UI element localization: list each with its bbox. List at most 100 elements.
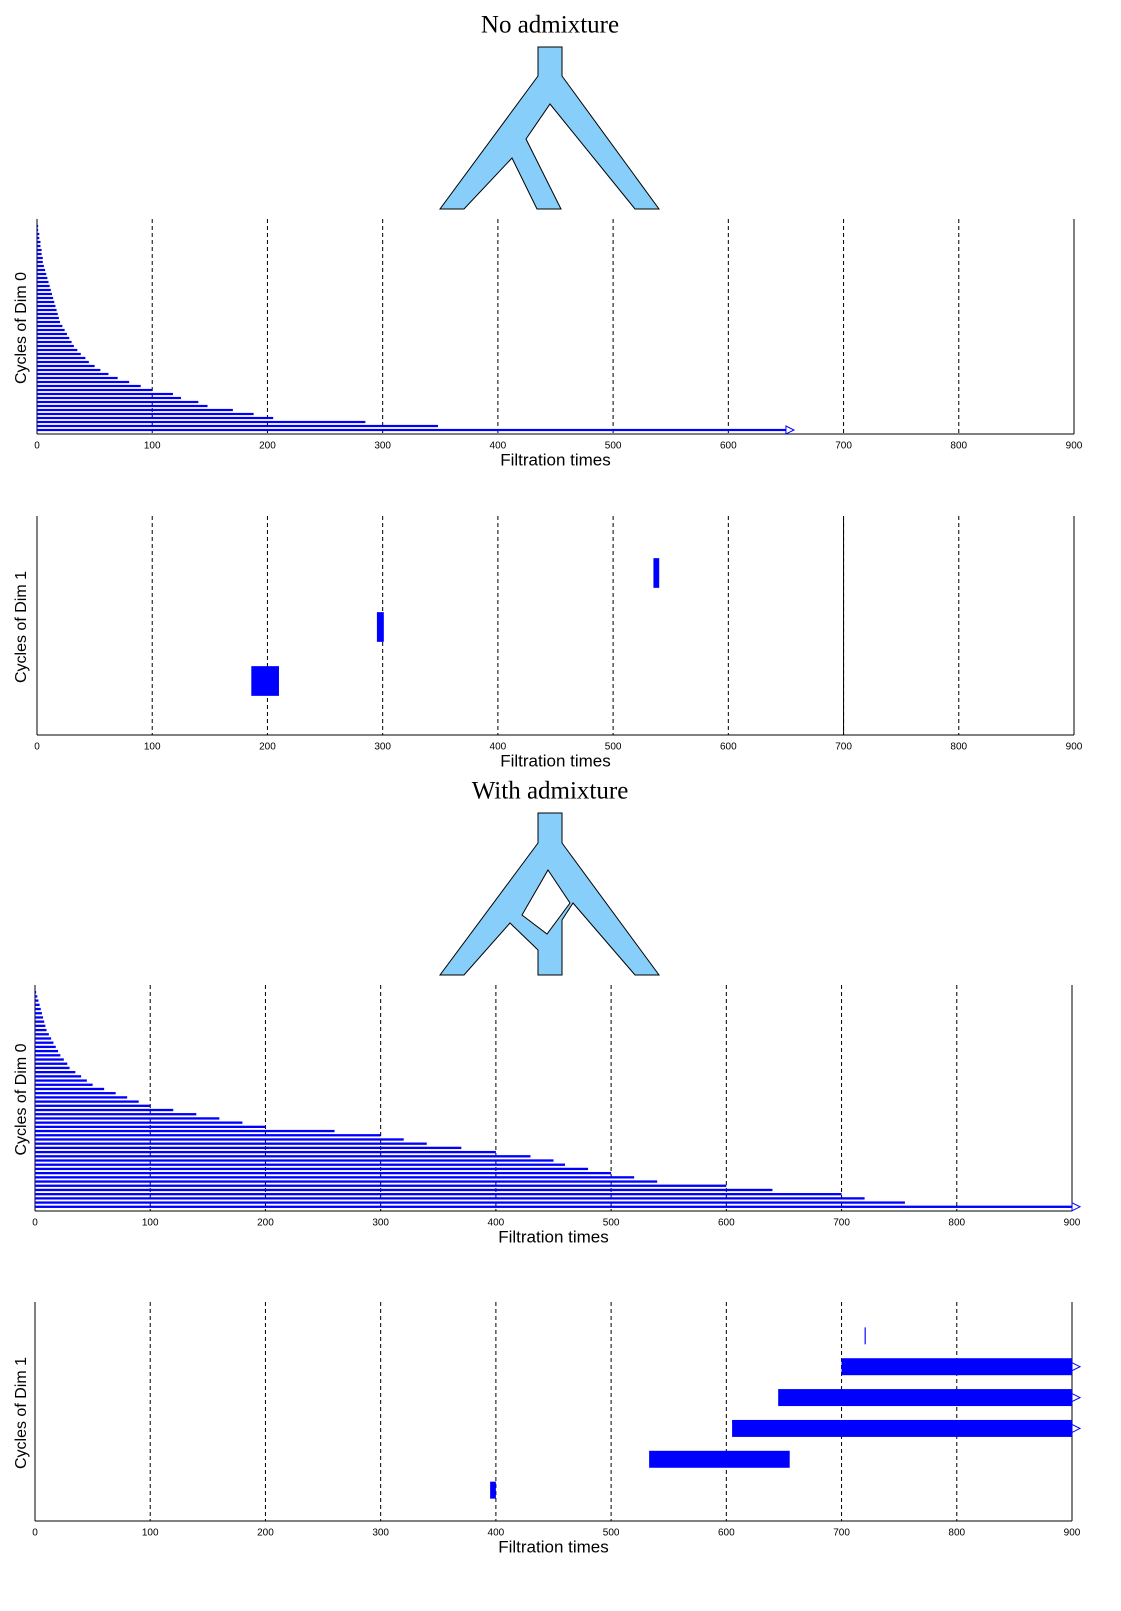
figure: No admixture With admixture 010020030040… bbox=[0, 0, 1121, 1611]
bar bbox=[35, 1058, 64, 1060]
bar bbox=[35, 1054, 60, 1056]
bar bbox=[37, 401, 198, 403]
bar bbox=[37, 281, 49, 283]
bar bbox=[35, 1113, 196, 1115]
bar bbox=[35, 1147, 461, 1149]
x-tick-label: 300 bbox=[372, 1218, 389, 1229]
bar bbox=[35, 1201, 905, 1203]
bar bbox=[37, 393, 173, 395]
bar bbox=[37, 317, 59, 319]
bar bbox=[37, 225, 38, 227]
x-tick-label: 600 bbox=[720, 441, 737, 452]
bar bbox=[35, 1155, 530, 1157]
bar bbox=[35, 1138, 404, 1140]
x-tick-label: 0 bbox=[32, 1528, 38, 1539]
x-tick-label: 300 bbox=[374, 441, 391, 452]
bar bbox=[35, 1063, 67, 1065]
bar bbox=[35, 1185, 726, 1187]
bar bbox=[653, 558, 659, 588]
x-tick-label: 700 bbox=[835, 742, 852, 753]
bar bbox=[37, 405, 208, 407]
y-axis-label: Cycles of Dim 1 bbox=[13, 571, 30, 683]
bar bbox=[842, 1358, 1072, 1375]
bar bbox=[37, 257, 43, 259]
y-axis-label: Cycles of Dim 0 bbox=[13, 1043, 30, 1155]
bar bbox=[37, 377, 118, 379]
bar bbox=[35, 1134, 381, 1136]
x-tick-label: 700 bbox=[833, 1218, 850, 1229]
bar bbox=[35, 1121, 242, 1123]
bar bbox=[37, 389, 152, 391]
bar bbox=[37, 229, 38, 231]
bar bbox=[37, 333, 67, 335]
bar bbox=[37, 381, 129, 383]
bar bbox=[37, 309, 57, 311]
bar bbox=[37, 337, 69, 339]
bar bbox=[37, 417, 273, 419]
bar bbox=[251, 666, 279, 696]
bar bbox=[37, 369, 100, 371]
bar bbox=[35, 995, 37, 997]
bar bbox=[35, 1189, 772, 1191]
x-tick-label: 900 bbox=[1066, 742, 1083, 753]
bar bbox=[37, 253, 42, 255]
bar bbox=[35, 1037, 51, 1039]
x-tick-label: 100 bbox=[144, 441, 161, 452]
bar bbox=[35, 1046, 56, 1048]
x-axis-label: Filtration times bbox=[500, 450, 611, 469]
bar bbox=[37, 429, 786, 431]
bar bbox=[35, 1016, 43, 1018]
x-tick-label: 800 bbox=[948, 1528, 965, 1539]
bar bbox=[37, 329, 65, 331]
bar bbox=[37, 385, 141, 387]
bar bbox=[35, 1008, 41, 1010]
bar bbox=[37, 313, 58, 315]
bar bbox=[37, 361, 89, 363]
x-tick-label: 100 bbox=[142, 1218, 159, 1229]
bar bbox=[37, 353, 81, 355]
bar bbox=[35, 1164, 565, 1166]
bar bbox=[35, 1092, 116, 1094]
bar bbox=[35, 1159, 554, 1161]
bar bbox=[37, 233, 39, 235]
x-tick-label: 200 bbox=[257, 1528, 274, 1539]
bar bbox=[37, 305, 55, 307]
bar bbox=[35, 1096, 127, 1098]
bar bbox=[35, 1084, 93, 1086]
x-tick-label: 700 bbox=[835, 441, 852, 452]
bar bbox=[35, 1042, 53, 1044]
arrow-head bbox=[1072, 1424, 1080, 1432]
bar bbox=[35, 1025, 45, 1027]
bar bbox=[35, 1067, 70, 1069]
bar bbox=[35, 1206, 1072, 1208]
bar bbox=[37, 301, 54, 303]
arrow-head bbox=[1072, 1394, 1080, 1402]
bar bbox=[37, 237, 39, 239]
bar bbox=[35, 1075, 81, 1077]
bar bbox=[35, 1071, 75, 1073]
bar bbox=[35, 1105, 150, 1107]
bar bbox=[35, 1193, 842, 1195]
bar bbox=[37, 277, 47, 279]
bar bbox=[35, 1079, 87, 1081]
bar bbox=[35, 1012, 42, 1014]
x-tick-label: 800 bbox=[950, 742, 967, 753]
bar bbox=[37, 421, 365, 423]
section-title: With admixture bbox=[472, 778, 629, 805]
bar bbox=[37, 341, 72, 343]
x-tick-label: 0 bbox=[32, 1218, 38, 1229]
bar bbox=[35, 991, 36, 993]
bar bbox=[35, 1109, 173, 1111]
bar bbox=[37, 269, 45, 271]
bar bbox=[37, 321, 60, 323]
x-tick-label: 0 bbox=[34, 441, 40, 452]
x-tick-label: 800 bbox=[950, 441, 967, 452]
bar bbox=[35, 1151, 496, 1153]
bar bbox=[37, 241, 40, 243]
x-tick-label: 200 bbox=[257, 1218, 274, 1229]
x-axis-label: Filtration times bbox=[500, 751, 611, 770]
x-axis-label: Filtration times bbox=[498, 1537, 609, 1556]
bar bbox=[37, 273, 46, 275]
bar bbox=[37, 409, 233, 411]
x-tick-label: 100 bbox=[142, 1528, 159, 1539]
